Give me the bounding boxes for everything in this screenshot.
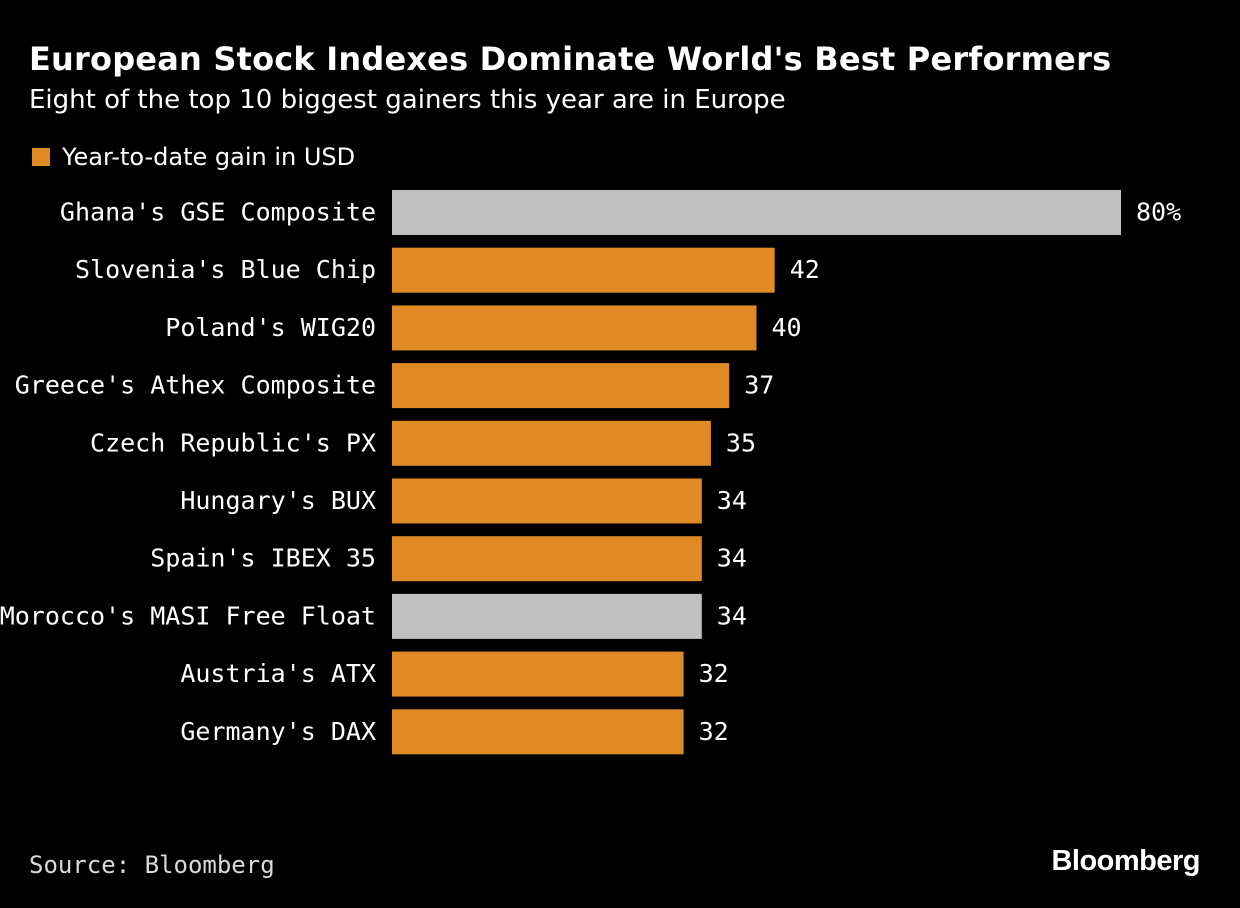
category-label: Spain's IBEX 35: [150, 544, 376, 573]
bar: [392, 593, 702, 639]
value-label: 34: [717, 486, 747, 515]
value-label: 80%: [1136, 198, 1181, 227]
chart-legend: Year-to-date gain in USD: [32, 143, 355, 171]
value-label: 40: [772, 313, 802, 342]
bar: [392, 478, 702, 524]
category-label: Greece's Athex Composite: [15, 371, 376, 400]
value-label: 32: [699, 717, 729, 746]
source-note: Source: Bloomberg: [29, 851, 275, 879]
legend-swatch: [32, 148, 50, 166]
value-label: 32: [699, 659, 729, 688]
bar: [392, 363, 730, 409]
category-label: Germany's DAX: [180, 717, 376, 746]
value-label: 35: [726, 428, 756, 457]
legend-label: Year-to-date gain in USD: [62, 143, 356, 171]
chart-subtitle: Eight of the top 10 biggest gainers this…: [29, 85, 786, 115]
bar: [392, 420, 711, 466]
bar: [392, 651, 684, 697]
value-label: 34: [717, 544, 747, 573]
category-label: Austria's ATX: [180, 659, 376, 688]
bar: [392, 305, 757, 351]
value-label: 34: [717, 601, 747, 630]
category-label: Poland's WIG20: [165, 313, 376, 342]
category-label: Czech Republic's PX: [90, 428, 376, 457]
bloomberg-logo: Bloomberg: [1051, 845, 1200, 877]
value-label: 37: [744, 371, 774, 400]
category-label: Slovenia's Blue Chip: [75, 255, 376, 284]
bar: [392, 247, 775, 293]
chart-title: European Stock Indexes Dominate World's …: [29, 40, 1112, 78]
bar: [392, 536, 702, 582]
category-label: Hungary's BUX: [180, 486, 376, 515]
category-label: Ghana's GSE Composite: [60, 198, 376, 227]
bar: [392, 190, 1121, 235]
category-label: Morocco's MASI Free Float: [0, 601, 376, 630]
value-label: 42: [790, 255, 820, 284]
bar: [392, 709, 684, 755]
